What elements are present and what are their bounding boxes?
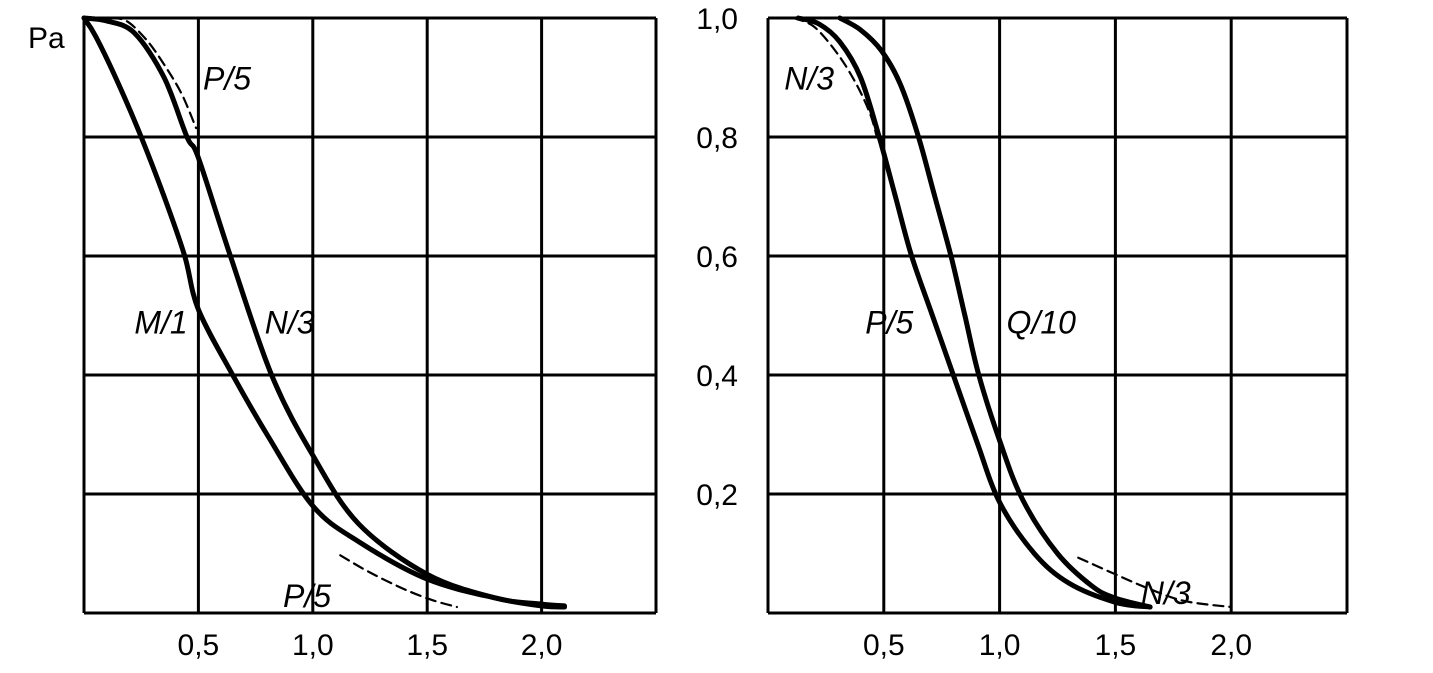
series-line-n-3-dashed bbox=[1077, 556, 1233, 609]
x-tick-label: 1,5 bbox=[1095, 629, 1137, 662]
x-tick-label: 0,5 bbox=[863, 629, 905, 662]
series-line-q-10 bbox=[837, 15, 1153, 610]
y-tick-label: 1,0 bbox=[696, 3, 738, 36]
x-tick-label: 1,0 bbox=[979, 629, 1021, 662]
x-tick-label: 2,0 bbox=[1210, 629, 1252, 662]
curve-label: P/5 bbox=[203, 61, 251, 97]
y-tick-label: 0,2 bbox=[696, 479, 738, 512]
x-tick-label: 1,5 bbox=[406, 629, 448, 662]
y-tick-label: 0,8 bbox=[696, 122, 738, 155]
y-tick-label: 0,4 bbox=[696, 360, 738, 393]
curve-label: N/3 bbox=[265, 304, 315, 340]
series-line-n-3 bbox=[81, 15, 567, 609]
curve-label: N/3 bbox=[784, 61, 834, 97]
series-line-p-5-dashed bbox=[110, 16, 198, 130]
x-tick-label: 1,0 bbox=[292, 629, 334, 662]
right-chart-panel: 0,5 1,0 1,5 2,0 0,2 0,4 0,6 0,8 1,0 N/3 P/5 Q/10 N/3 bbox=[696, 3, 1349, 662]
curve-label: Q/10 bbox=[1007, 304, 1077, 340]
curve-label: M/1 bbox=[134, 304, 187, 340]
series-line-p-5 bbox=[795, 15, 1153, 610]
left-chart-panel: 0,5 1,0 1,5 2,0 P/5 M/1 N/3 P/5 bbox=[81, 15, 658, 662]
series-line-p-5-dashed bbox=[339, 554, 458, 609]
series-line-n-3-dashed bbox=[792, 16, 878, 139]
curve-label: N/3 bbox=[1141, 575, 1191, 611]
curve-label: P/5 bbox=[283, 578, 331, 614]
x-tick-label: 2,0 bbox=[521, 629, 563, 662]
x-tick-label: 0,5 bbox=[178, 629, 220, 662]
y-tick-label: 0,6 bbox=[696, 241, 738, 274]
curve-label: P/5 bbox=[865, 304, 913, 340]
y-axis-label: Pa bbox=[28, 22, 65, 55]
